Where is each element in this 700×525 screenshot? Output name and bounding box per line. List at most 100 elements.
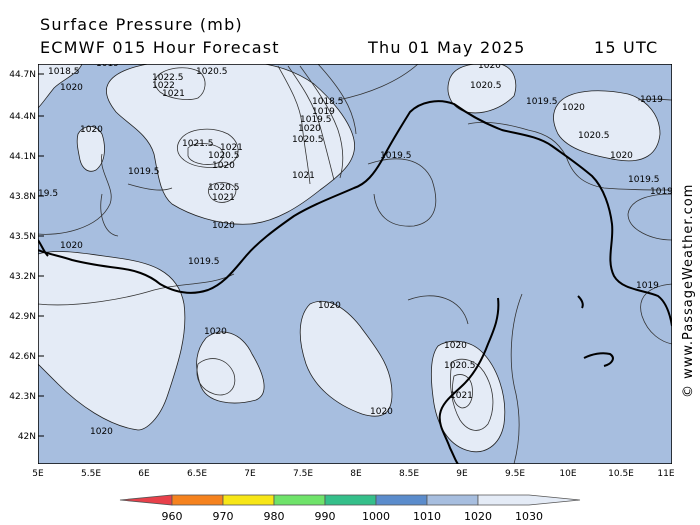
forecast-model: ECMWF 015 Hour Forecast xyxy=(40,38,280,57)
lat-tick-label: 42.3N xyxy=(9,392,36,402)
lon-tick-label: 6.5E xyxy=(187,469,207,479)
lon-tick-label: 9E xyxy=(456,469,468,479)
isobar-label: 1021 xyxy=(292,171,315,181)
legend-label: 1000 xyxy=(362,510,390,523)
legend-swatch-1030 xyxy=(477,494,581,506)
isobar-label: 1019.5 xyxy=(380,151,412,161)
copyright-notice: © www.PassageWeather.com xyxy=(681,184,696,398)
isobar-label: 1019.5 xyxy=(128,167,160,177)
legend-label: 970 xyxy=(213,510,234,523)
legend-label: 1010 xyxy=(413,510,441,523)
chart-title: Surface Pressure (mb) xyxy=(40,15,243,34)
high-pressure-southwest xyxy=(38,251,186,431)
isobar-label: 1020 xyxy=(370,407,393,417)
isobar-label: 1020 xyxy=(610,151,633,161)
forecast-date: Thu 01 May 2025 xyxy=(368,38,526,57)
isobar-label: 19.5 xyxy=(38,189,58,199)
isobar-label: 1021 xyxy=(162,89,185,99)
isobar-label: 1020 xyxy=(60,83,83,93)
legend-swatch-980 xyxy=(222,494,275,506)
lat-tick-label: 44.7N xyxy=(9,70,36,80)
coast-west-edge xyxy=(38,239,49,257)
lon-tick-label: 7.5E xyxy=(293,469,313,479)
isobar-label: 1019 xyxy=(636,281,659,291)
isobar-label: 1020 xyxy=(212,221,235,231)
isobar-label: 1022.5 xyxy=(152,73,184,83)
lat-tick-label: 42.6N xyxy=(9,352,36,362)
isobar-label: 1020 xyxy=(60,241,83,251)
isobar-label: 1021 xyxy=(212,193,235,203)
isobar-label: 1019 xyxy=(312,107,335,117)
copyright-text: © www.PassageWeather.com xyxy=(681,184,696,398)
isobar-label: 1020 xyxy=(90,427,113,437)
isobar-label: 1020.5 xyxy=(208,183,240,193)
lat-tick-label: 44.4N xyxy=(9,112,36,122)
isobar-label: 1018.5 xyxy=(312,97,344,107)
lat-tick-label: 44.1N xyxy=(9,152,36,162)
lon-tick-label: 10E xyxy=(559,469,576,479)
legend-swatch-970 xyxy=(171,494,224,506)
isobar-label: 1020 xyxy=(212,161,235,171)
lat-tick-label: 43.8N xyxy=(9,192,36,202)
legend-label: 960 xyxy=(162,510,183,523)
isobar-label: 1020 xyxy=(318,301,341,311)
pressure-map: 1018.5 1019 1022.5 1022 1021 1020.5 1020… xyxy=(38,64,672,464)
graticule-ticks xyxy=(38,73,44,437)
isobar-label: 1018.5 xyxy=(48,67,80,77)
isobar-label: 1020 xyxy=(444,341,467,351)
isobar-label: 1022 xyxy=(152,81,175,91)
lon-tick-label: 8.5E xyxy=(399,469,419,479)
lon-tick-label: 5.5E xyxy=(81,469,101,479)
lat-tick-label: 43.2N xyxy=(9,272,36,282)
isobar-label: 1019 xyxy=(96,64,119,69)
lon-tick-label: 11E xyxy=(657,469,674,479)
isobar-label: 1019.5 xyxy=(526,97,558,107)
legend-swatch-990 xyxy=(273,494,326,506)
isobar-label: 1020 xyxy=(80,125,103,135)
forecast-time: 15 UTC xyxy=(594,38,659,57)
lon-tick-label: 9.5E xyxy=(505,469,525,479)
legend-swatch-960 xyxy=(119,494,173,506)
lon-tick-label: 6E xyxy=(138,469,150,479)
lon-tick-label: 10.5E xyxy=(608,469,634,479)
isobar-label: 1021 xyxy=(220,143,243,153)
legend-label: 980 xyxy=(264,510,285,523)
isobar-label: 1020 xyxy=(478,64,501,71)
legend-label: 1020 xyxy=(464,510,492,523)
isobar-label: 1019 xyxy=(650,187,672,197)
legend-label: 990 xyxy=(315,510,336,523)
coast-riviera xyxy=(38,100,672,327)
isobar-label: 1020 xyxy=(204,327,227,337)
high-pressure-corsica xyxy=(430,340,506,452)
coast-east-island xyxy=(583,352,614,367)
legend-swatch-1000 xyxy=(324,494,377,506)
lon-tick-label: 8E xyxy=(350,469,362,479)
lon-tick-label: 5E xyxy=(32,469,44,479)
high-pressure-west-bubble xyxy=(76,126,105,172)
isobar-label: 1019.5 xyxy=(628,175,660,185)
isobar-label: 1021 xyxy=(450,391,473,401)
isobar-label: 1020 xyxy=(562,103,585,113)
legend-swatch-1010 xyxy=(375,494,428,506)
isobar-label: 1020.5 xyxy=(578,131,610,141)
isobar-label: 1021.5 xyxy=(182,139,214,149)
isobar-lines xyxy=(38,64,672,464)
isobar-label: 1020.5 xyxy=(208,151,240,161)
lat-tick-label: 42N xyxy=(18,432,36,442)
legend-label: 1030 xyxy=(515,510,543,523)
lat-tick-label: 42.9N xyxy=(9,312,36,322)
isobar-label: 1019 xyxy=(640,95,663,105)
isobar-label: 1020.5 xyxy=(196,67,228,77)
isobar-label-group: 1018.5 1019 1022.5 1022 1021 1020.5 1020… xyxy=(38,64,672,437)
isobar-label: 1020 xyxy=(298,124,321,134)
isobar-label: 1019.5 xyxy=(188,257,220,267)
high-pressure-east xyxy=(553,90,661,162)
lon-tick-label: 7E xyxy=(244,469,256,479)
pressure-legend: 960 970 980 990 1000 1010 1020 1030 xyxy=(119,494,581,523)
latitude-axis: 44.7N 44.4N 44.1N 43.8N 43.5N 43.2N 42.9… xyxy=(9,70,36,442)
isobar-label: 1020.5 xyxy=(470,81,502,91)
high-pressure-northwest xyxy=(38,64,83,109)
isobar-label: 1020.5 xyxy=(444,361,476,371)
coast-corsica xyxy=(438,297,500,464)
